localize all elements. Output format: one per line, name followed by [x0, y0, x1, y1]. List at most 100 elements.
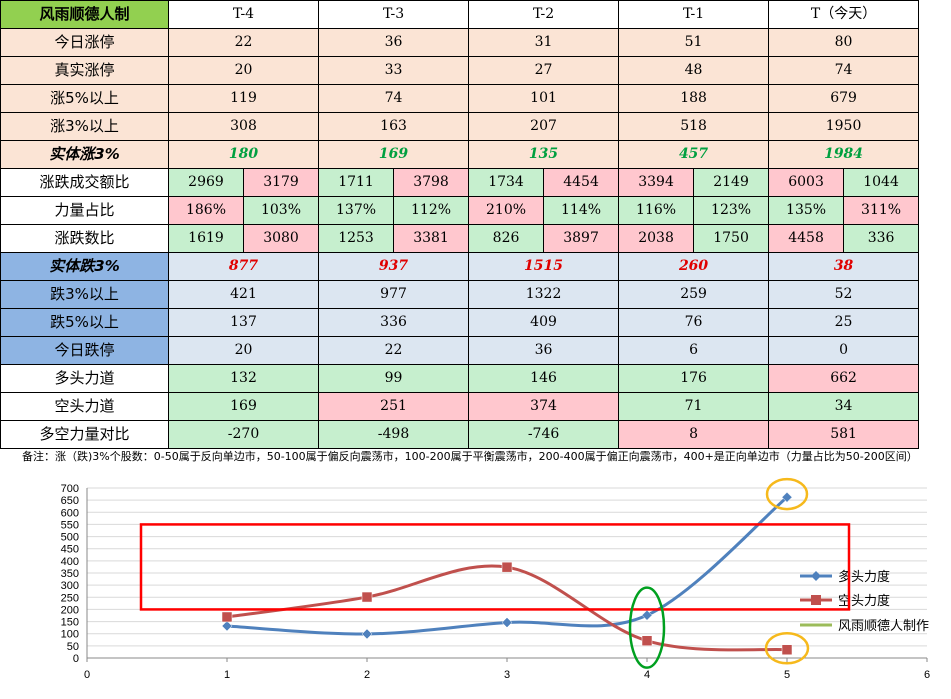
table-cell[interactable]: 977 — [318, 280, 470, 309]
table-cell[interactable]: 36 — [468, 336, 620, 365]
table-cell[interactable]: 101 — [468, 84, 620, 113]
table-cell[interactable]: 74 — [318, 84, 470, 113]
table-cell[interactable]: 4458 — [768, 224, 845, 253]
row-label[interactable]: 实体跌3% — [0, 252, 169, 281]
table-cell[interactable]: -270 — [167, 420, 320, 449]
table-cell[interactable]: -746 — [468, 420, 620, 449]
table-cell[interactable]: 27 — [468, 56, 620, 85]
table-cell[interactable]: 135% — [768, 196, 845, 225]
table-cell[interactable]: 48 — [618, 56, 770, 85]
table-cell[interactable]: 116% — [618, 196, 695, 225]
table-cell[interactable]: 0 — [768, 336, 920, 365]
table-cell[interactable]: 52 — [768, 280, 920, 309]
table-cell[interactable]: 3394 — [618, 168, 695, 197]
table-cell[interactable]: 581 — [768, 420, 920, 449]
row-label[interactable]: 多空力量对比 — [0, 420, 169, 449]
row-label[interactable]: 涨3%以上 — [0, 112, 169, 141]
table-cell[interactable]: 937 — [318, 252, 470, 281]
table-cell[interactable]: 251 — [318, 392, 470, 421]
table-cell[interactable]: 8 — [618, 420, 770, 449]
table-cell[interactable]: 4454 — [543, 168, 620, 197]
table-cell[interactable]: 3179 — [242, 168, 320, 197]
table-cell[interactable]: 260 — [618, 252, 770, 281]
table-cell[interactable]: 169 — [167, 392, 320, 421]
table-cell[interactable]: 76 — [618, 308, 770, 337]
row-label[interactable]: 今日跌停 — [0, 336, 169, 365]
table-cell[interactable]: 662 — [768, 364, 920, 393]
table-cell[interactable]: 114% — [543, 196, 620, 225]
table-cell[interactable]: 518 — [618, 112, 770, 141]
table-cell[interactable]: 1515 — [468, 252, 620, 281]
table-cell[interactable]: 2969 — [168, 168, 244, 197]
table-cell[interactable]: 137% — [318, 196, 395, 225]
table-cell[interactable]: 99 — [318, 364, 470, 393]
table-cell[interactable]: 259 — [618, 280, 770, 309]
table-cell[interactable]: 33 — [318, 56, 470, 85]
table-cell[interactable]: 103% — [242, 196, 320, 225]
column-header[interactable]: T-2 — [468, 0, 620, 29]
column-header[interactable]: T-3 — [318, 0, 470, 29]
table-cell[interactable]: 421 — [167, 280, 320, 309]
row-label[interactable]: 今日涨停 — [0, 28, 169, 57]
row-label[interactable]: 跌3%以上 — [0, 280, 169, 309]
table-cell[interactable]: 3798 — [393, 168, 470, 197]
table-cell[interactable]: 3897 — [543, 224, 620, 253]
table-cell[interactable]: 34 — [768, 392, 920, 421]
table-cell[interactable]: 132 — [167, 364, 320, 393]
table-cell[interactable]: 20 — [167, 336, 320, 365]
row-label[interactable]: 涨跌成交额比 — [0, 168, 169, 197]
table-cell[interactable]: 1044 — [843, 168, 920, 197]
table-cell[interactable]: 176 — [618, 364, 770, 393]
table-title[interactable]: 风雨顺德人制 — [0, 0, 169, 29]
column-header[interactable]: T-1 — [618, 0, 770, 29]
table-cell[interactable]: 3381 — [393, 224, 470, 253]
table-cell[interactable]: 1734 — [468, 168, 545, 197]
table-cell[interactable]: 6 — [618, 336, 770, 365]
table-cell[interactable]: -498 — [318, 420, 470, 449]
table-cell[interactable]: 877 — [167, 252, 320, 281]
table-cell[interactable]: 1322 — [468, 280, 620, 309]
table-cell[interactable]: 1711 — [318, 168, 395, 197]
table-cell[interactable]: 51 — [618, 28, 770, 57]
column-header[interactable]: T-4 — [167, 0, 320, 29]
table-cell[interactable]: 2038 — [618, 224, 695, 253]
table-cell[interactable]: 1619 — [168, 224, 244, 253]
table-cell[interactable]: 6003 — [768, 168, 845, 197]
table-cell[interactable]: 80 — [768, 28, 920, 57]
table-cell[interactable]: 2149 — [693, 168, 770, 197]
row-label[interactable]: 涨跌数比 — [0, 224, 169, 253]
table-cell[interactable]: 112% — [393, 196, 470, 225]
table-cell[interactable]: 22 — [167, 28, 320, 57]
table-cell[interactable]: 336 — [843, 224, 920, 253]
row-label[interactable]: 跌5%以上 — [0, 308, 169, 337]
row-label[interactable]: 力量占比 — [0, 196, 169, 225]
table-cell[interactable]: 31 — [468, 28, 620, 57]
table-cell[interactable]: 137 — [167, 308, 320, 337]
table-cell[interactable]: 374 — [468, 392, 620, 421]
table-cell[interactable]: 71 — [618, 392, 770, 421]
row-label[interactable]: 涨5%以上 — [0, 84, 169, 113]
table-cell[interactable]: 308 — [167, 112, 320, 141]
table-cell[interactable]: 3080 — [242, 224, 320, 253]
table-cell[interactable]: 146 — [468, 364, 620, 393]
table-cell[interactable]: 679 — [768, 84, 920, 113]
table-cell[interactable]: 169 — [318, 140, 470, 169]
row-label[interactable]: 空头力道 — [0, 392, 169, 421]
table-cell[interactable]: 38 — [768, 252, 920, 281]
table-cell[interactable]: 409 — [468, 308, 620, 337]
table-cell[interactable]: 207 — [468, 112, 620, 141]
table-cell[interactable]: 74 — [768, 56, 920, 85]
table-cell[interactable]: 186% — [168, 196, 244, 225]
table-cell[interactable]: 336 — [318, 308, 470, 337]
table-cell[interactable]: 1253 — [318, 224, 395, 253]
table-cell[interactable]: 1950 — [768, 112, 920, 141]
table-cell[interactable]: 36 — [318, 28, 470, 57]
table-cell[interactable]: 123% — [693, 196, 770, 225]
row-label[interactable]: 实体涨3% — [0, 140, 169, 169]
table-cell[interactable]: 135 — [468, 140, 620, 169]
table-cell[interactable]: 188 — [618, 84, 770, 113]
row-label[interactable]: 真实涨停 — [0, 56, 169, 85]
table-cell[interactable]: 826 — [468, 224, 545, 253]
table-cell[interactable]: 210% — [468, 196, 545, 225]
table-cell[interactable]: 1984 — [768, 140, 920, 169]
